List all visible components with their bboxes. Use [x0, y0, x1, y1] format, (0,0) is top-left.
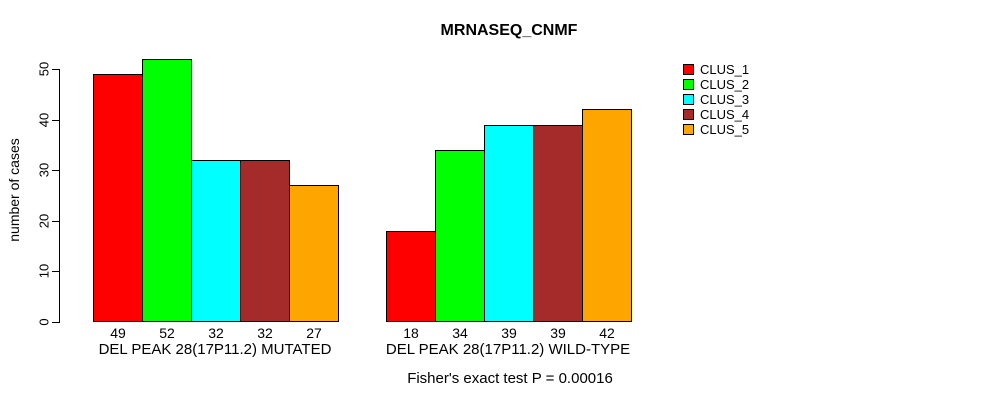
y-axis-tick-label: 30: [36, 162, 52, 178]
legend-swatch-icon: [683, 64, 694, 75]
legend-swatch-icon: [683, 109, 694, 120]
legend-item-clus_1: CLUS_1: [683, 62, 749, 77]
y-axis-tick: [52, 69, 59, 70]
y-axis-line: [59, 69, 60, 323]
legend-swatch-icon: [683, 79, 694, 90]
y-axis-tick-label: 50: [36, 61, 52, 77]
y-axis-tick: [52, 170, 59, 172]
bar-value-label: 34: [452, 325, 468, 341]
y-axis-tick: [52, 119, 59, 121]
y-axis-label: number of cases: [6, 138, 22, 242]
bar-clus_2-group1: [142, 58, 192, 322]
bar-value-label: 52: [159, 325, 175, 341]
chart-title: MRNASEQ_CNMF: [440, 22, 578, 39]
legend-item-clus_3: CLUS_3: [683, 92, 749, 107]
bar-value-label: 32: [208, 325, 224, 341]
x-category-label-mutated: DEL PEAK 28(17P11.2) MUTATED: [98, 341, 332, 358]
bar-clus_4-group2: [533, 124, 583, 322]
legend-item-clus_2: CLUS_2: [683, 77, 749, 92]
legend-label: CLUS_3: [700, 92, 750, 107]
bar-clus_3-group2: [484, 124, 534, 322]
fisher-test-annotation: Fisher's exact test P = 0.00016: [407, 370, 613, 387]
legend-swatch-icon: [683, 124, 694, 135]
bar-value-label: 39: [501, 325, 517, 341]
legend-label: CLUS_1: [700, 62, 750, 77]
bar-value-label: 18: [403, 325, 419, 341]
legend-item-clus_4: CLUS_4: [683, 107, 749, 122]
x-category-label-wildtype: DEL PEAK 28(17P11.2) WILD-TYPE: [385, 341, 631, 358]
bar-clus_5-group2: [582, 109, 632, 322]
bar-value-label: 42: [599, 325, 615, 341]
legend-label: CLUS_2: [700, 77, 750, 92]
legend-item-clus_5: CLUS_5: [683, 122, 749, 137]
y-axis-tick: [52, 220, 59, 222]
legend-swatch-icon: [683, 94, 694, 105]
bar-clus_1-group1: [93, 74, 143, 322]
y-axis-tick-label: 0: [36, 318, 52, 326]
bar-clus_4-group1: [240, 160, 290, 322]
bar-value-label: 27: [306, 325, 322, 341]
bar-clus_5-group1: [289, 185, 339, 322]
legend-label: CLUS_5: [700, 122, 750, 137]
bar-value-label: 39: [550, 325, 566, 341]
y-axis-tick: [52, 271, 59, 273]
bar-value-label: 49: [110, 325, 126, 341]
bar-clus_1-group2: [386, 230, 436, 322]
legend: CLUS_1 CLUS_2 CLUS_3 CLUS_4 CLUS_5: [683, 62, 749, 137]
bar-clus_2-group2: [435, 149, 485, 322]
legend-label: CLUS_4: [700, 107, 750, 122]
bar-clus_3-group1: [191, 160, 241, 322]
y-axis-tick-label: 40: [36, 112, 52, 127]
y-axis-tick-label: 20: [36, 213, 52, 229]
y-axis-tick: [52, 322, 59, 323]
y-axis-tick-label: 10: [36, 264, 52, 279]
bar-value-label: 32: [257, 325, 273, 341]
